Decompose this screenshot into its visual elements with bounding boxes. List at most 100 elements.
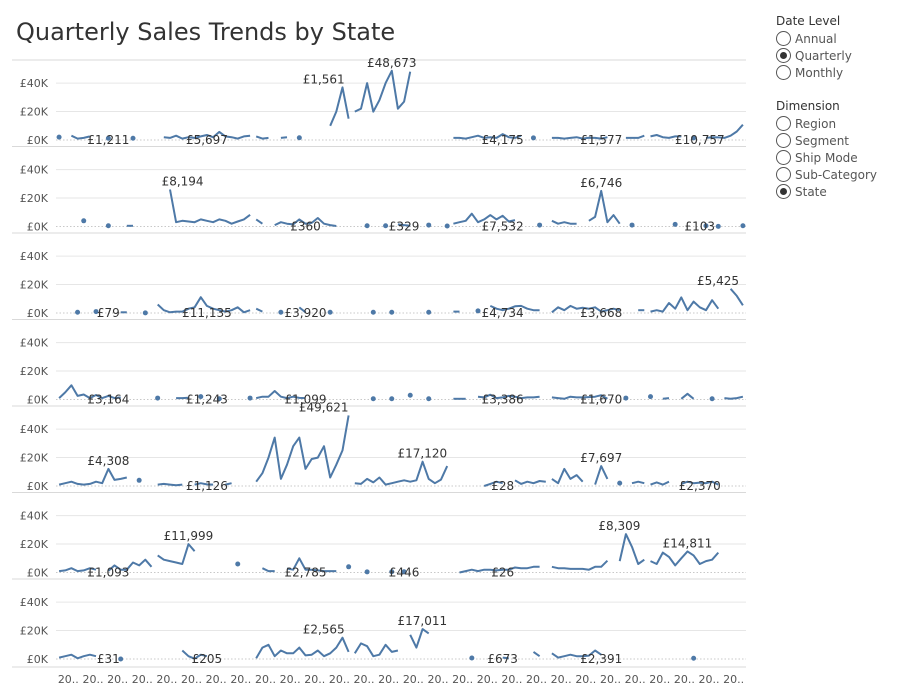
series-line: [58, 653, 97, 660]
series-line: [650, 296, 720, 313]
series-line: [453, 133, 522, 140]
dimension-options: Region Segment Ship Mode Sub-Category State: [776, 115, 896, 200]
x-tick-label: 20..: [403, 673, 424, 686]
date_level-option-monthly[interactable]: Monthly: [776, 64, 896, 81]
radio-button-icon[interactable]: [776, 65, 791, 80]
series-line: [662, 397, 670, 400]
data-point: [105, 135, 111, 141]
x-tick-label: 20..: [649, 673, 670, 686]
series-line: [551, 649, 602, 659]
date_level-option-quarterly[interactable]: Quarterly: [776, 47, 896, 64]
series-line: [163, 130, 251, 140]
data-label: £2,565: [303, 623, 345, 637]
series-line: [729, 288, 744, 306]
series-line: [157, 482, 183, 487]
dimension-option-state[interactable]: State: [776, 183, 896, 200]
data-point: [198, 394, 204, 400]
series-line: [225, 482, 232, 486]
series-line: [255, 390, 306, 400]
x-tick-label: 20..: [452, 673, 473, 686]
data-label: £5,425: [697, 274, 739, 288]
data-point: [383, 223, 389, 229]
radio-button-icon[interactable]: [776, 48, 791, 63]
series-line: [58, 467, 128, 486]
radio-button-icon[interactable]: [776, 150, 791, 165]
data-point: [709, 396, 715, 402]
series-line: [551, 394, 608, 400]
y-tick-label: £0K: [27, 307, 49, 320]
data-point: [715, 223, 721, 229]
chart-title: Quarterly Sales Trends by State: [16, 18, 396, 46]
data-label: £673: [487, 652, 518, 666]
x-tick-label: 20..: [156, 673, 177, 686]
radio-button-icon[interactable]: [776, 167, 791, 182]
series-line: [483, 480, 503, 487]
data-label: £11,999: [164, 529, 214, 543]
radio-button-icon[interactable]: [776, 133, 791, 148]
x-tick-label: 20..: [723, 673, 744, 686]
x-tick-label: 20..: [255, 673, 276, 686]
data-label: £2,785: [285, 566, 327, 580]
series-line: [70, 134, 91, 140]
y-tick-label: £20K: [20, 106, 49, 119]
y-tick-label: £20K: [20, 279, 49, 292]
series-line: [169, 189, 251, 225]
x-tick-label: 20..: [107, 673, 128, 686]
dimension-control: Dimension Region Segment Ship Mode Sub-Cate…: [776, 99, 896, 200]
y-tick-label: £0K: [27, 134, 49, 147]
data-label: £7,697: [580, 451, 622, 465]
radio-button-icon[interactable]: [776, 184, 791, 199]
data-point: [740, 223, 746, 229]
data-label: £17,011: [397, 614, 447, 628]
series-line: [157, 543, 196, 565]
dimension-option-label: State: [795, 184, 827, 199]
data-label: £3,920: [285, 306, 327, 320]
data-label: £3,164: [87, 393, 129, 407]
series-line: [255, 218, 263, 225]
series-line: [255, 636, 350, 659]
y-tick-label: £40K: [20, 423, 49, 436]
data-point: [364, 569, 370, 575]
data-label: £5,697: [186, 133, 228, 147]
series-line: [724, 395, 744, 400]
y-tick-label: £0K: [27, 394, 49, 407]
data-point: [648, 394, 654, 400]
data-point: [617, 480, 623, 486]
data-point: [389, 309, 395, 315]
radio-button-icon[interactable]: [776, 31, 791, 46]
dimension-option-sub-category[interactable]: Sub-Category: [776, 166, 896, 183]
series-line: [551, 559, 609, 571]
x-tick-label: 20..: [699, 673, 720, 686]
date_level-option-annual[interactable]: Annual: [776, 30, 896, 47]
series-line: [477, 393, 540, 400]
series-line: [680, 392, 695, 400]
date-level-control: Date Level Annual Quarterly Monthly: [776, 14, 896, 81]
data-label: £3,668: [580, 306, 622, 320]
data-label: £49,621: [299, 400, 349, 414]
y-tick-label: £20K: [20, 625, 49, 638]
y-tick-label: £40K: [20, 250, 49, 263]
data-point: [703, 223, 709, 229]
x-tick-label: 20..: [378, 673, 399, 686]
data-point: [691, 655, 697, 661]
x-tick-label: 20..: [600, 673, 621, 686]
series-line: [551, 467, 584, 485]
date-level-title: Date Level: [776, 14, 841, 28]
series-line: [514, 479, 546, 485]
dimension-option-region[interactable]: Region: [776, 115, 896, 132]
series-line: [588, 189, 621, 225]
dimension-option-segment[interactable]: Segment: [776, 132, 896, 149]
series-line: [459, 565, 540, 574]
data-point: [216, 396, 222, 402]
x-tick-label: 20..: [674, 673, 695, 686]
dimension-option-label: Ship Mode: [795, 150, 858, 165]
y-tick-label: £0K: [27, 221, 49, 234]
dimension-option-ship-mode[interactable]: Ship Mode: [776, 149, 896, 166]
radio-button-icon[interactable]: [776, 116, 791, 131]
x-tick-label: 20..: [354, 673, 375, 686]
data-label: £4,308: [87, 454, 129, 468]
data-label: £1,093: [87, 566, 129, 580]
series-line: [58, 567, 97, 573]
data-point: [530, 135, 536, 141]
